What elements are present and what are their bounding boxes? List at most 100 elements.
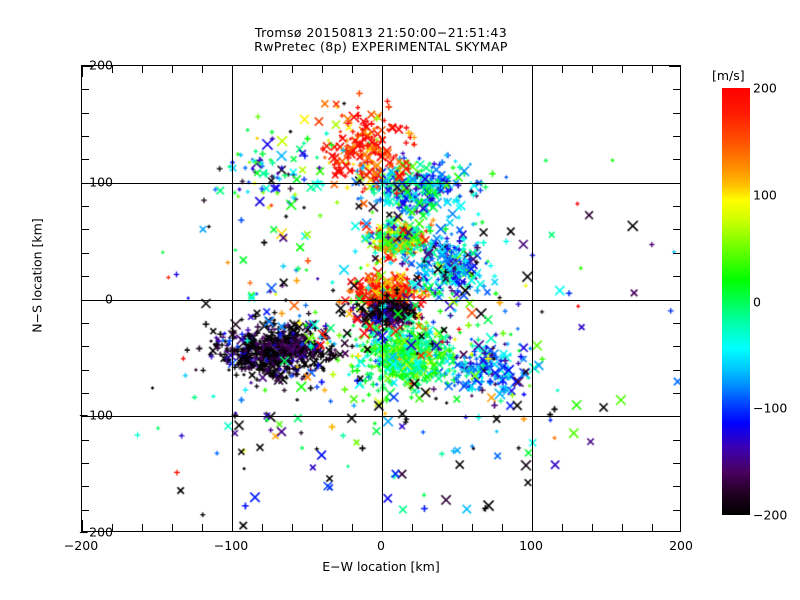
y-axis-tick — [82, 113, 89, 114]
y-axis-tick — [82, 206, 89, 207]
y-axis-tick — [82, 323, 89, 324]
y-axis-tick — [82, 66, 93, 67]
x-axis-tick — [442, 66, 443, 73]
x-axis-tick — [142, 524, 143, 531]
x-axis-tick-label: 0 — [377, 538, 385, 553]
x-axis-tick — [232, 66, 233, 77]
y-axis-tick — [82, 346, 89, 347]
x-axis-tick — [322, 524, 323, 531]
x-axis-tick — [412, 66, 413, 73]
x-axis-tick — [352, 66, 353, 73]
y-axis-tick — [82, 370, 89, 371]
x-axis-tick — [112, 66, 113, 73]
x-axis-tick — [262, 66, 263, 73]
y-axis-tick — [82, 89, 89, 90]
x-axis-tick — [472, 524, 473, 531]
y-axis-tick-label: −100 — [78, 407, 113, 423]
x-axis-tick — [412, 524, 413, 531]
gridline-horizontal — [82, 416, 680, 417]
x-axis-tick — [322, 66, 323, 73]
y-axis-tick-label: −200 — [78, 524, 113, 540]
y-axis-tick — [82, 416, 93, 417]
x-axis-tick — [112, 524, 113, 531]
colorbar[interactable]: −200 −100 0 100 200 — [722, 81, 787, 523]
scatter-plot-area[interactable] — [81, 65, 681, 532]
y-axis-tick — [82, 440, 89, 441]
y-axis-tick — [82, 136, 89, 137]
y-axis-tick — [82, 393, 89, 394]
x-axis-tick — [502, 66, 503, 73]
y-axis-tick — [673, 463, 680, 464]
y-axis-tick — [673, 323, 680, 324]
y-axis-tick — [673, 370, 680, 371]
y-axis-tick — [673, 89, 680, 90]
x-axis-tick-label: 100 — [519, 538, 543, 553]
x-axis-tick — [592, 66, 593, 73]
colorbar-tick-label: 100 — [753, 187, 777, 203]
x-axis-tick-label: 200 — [669, 538, 693, 553]
x-axis-tick — [292, 524, 293, 531]
x-axis-tick — [472, 66, 473, 73]
y-axis-tick — [673, 229, 680, 230]
x-axis-tick — [562, 524, 563, 531]
y-axis-tick — [673, 440, 680, 441]
y-axis-tick — [82, 300, 93, 301]
x-axis-tick — [502, 524, 503, 531]
y-axis-tick — [673, 206, 680, 207]
x-axis-tick — [232, 520, 233, 531]
x-axis-tick — [262, 524, 263, 531]
x-axis-tick-label: −100 — [213, 538, 249, 553]
x-axis-tick — [442, 524, 443, 531]
y-axis-tick — [82, 510, 89, 511]
gridline-vertical — [532, 66, 533, 531]
y-axis-tick — [673, 486, 680, 487]
x-axis-tick — [292, 66, 293, 73]
y-axis-tick-label: 200 — [89, 57, 113, 73]
y-axis-tick — [673, 276, 680, 277]
colorbar-gradient — [722, 88, 750, 515]
y-axis-tick — [673, 253, 680, 254]
x-axis-tick — [382, 520, 383, 531]
x-axis-tick — [622, 524, 623, 531]
colorbar-tick-label: 200 — [753, 80, 777, 96]
gridline-vertical — [382, 66, 383, 531]
x-axis-tick — [82, 66, 83, 77]
gridline-horizontal — [82, 300, 680, 301]
x-axis-tick — [652, 524, 653, 531]
y-axis-tick — [673, 113, 680, 114]
chart-title: Tromsø 20150813 21:50:00−21:51:43 RwPret… — [0, 26, 762, 54]
x-axis-tick — [532, 520, 533, 531]
colorbar-tick-label: −100 — [753, 400, 788, 416]
scatter-points-layer — [82, 66, 680, 531]
colorbar-tick-label: −200 — [753, 507, 788, 523]
y-axis-tick — [673, 346, 680, 347]
y-axis-title: N−S location [km] — [29, 218, 45, 333]
y-axis-tick — [673, 159, 680, 160]
x-axis-title: E−W location [km] — [322, 559, 440, 574]
y-axis-tick — [82, 253, 89, 254]
x-axis-tick — [532, 66, 533, 77]
x-axis-tick — [142, 66, 143, 73]
x-axis-tick — [202, 524, 203, 531]
y-axis-tick-label: 0 — [105, 291, 113, 306]
x-axis-tick — [352, 524, 353, 531]
title-line-2: RwPretec (8p) EXPERIMENTAL SKYMAP — [254, 39, 508, 54]
y-axis-tick-label: 100 — [89, 174, 113, 190]
y-axis-tick — [82, 229, 89, 230]
x-axis-tick — [82, 520, 83, 531]
y-axis-tick — [669, 66, 680, 67]
y-axis-tick — [669, 300, 680, 301]
x-axis-tick — [592, 524, 593, 531]
y-axis-tick — [673, 136, 680, 137]
y-axis-tick — [82, 463, 89, 464]
y-axis-tick — [673, 510, 680, 511]
y-axis-tick — [82, 276, 89, 277]
y-axis-tick — [669, 416, 680, 417]
x-axis-tick — [202, 66, 203, 73]
x-axis-tick — [562, 66, 563, 73]
y-axis-tick — [673, 393, 680, 394]
gridline-vertical — [232, 66, 233, 531]
y-axis-tick — [82, 159, 89, 160]
colorbar-tick-label: 0 — [753, 294, 761, 309]
